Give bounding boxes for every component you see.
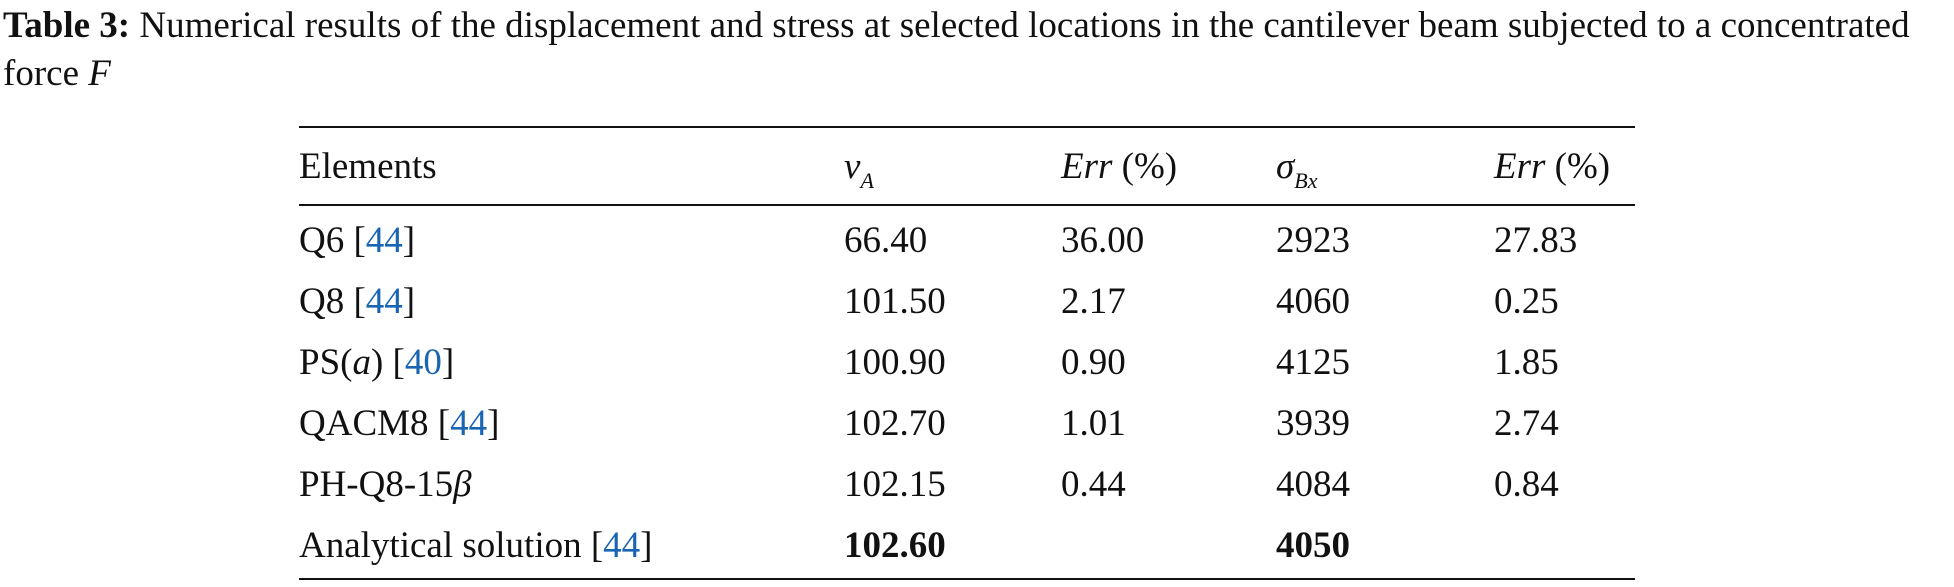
cell-err-stress: 1.85	[1494, 342, 1559, 383]
cell-err-stress	[1494, 515, 1635, 579]
cell-err-displacement: 2.17	[1061, 281, 1126, 322]
header-vA-subscript: A	[860, 167, 874, 193]
bracket-close: ]	[402, 281, 416, 322]
header-err1-unit: (%)	[1112, 145, 1178, 187]
results-table: Elements vA Err (%) σBx Err (%) Q6 [44] …	[299, 126, 1635, 580]
cell-vA: 102.15	[844, 464, 946, 505]
element-name-italic: a	[352, 342, 371, 383]
cell-err-displacement: 1.01	[1061, 403, 1126, 444]
cell-element: PS(a) [40]	[299, 332, 844, 393]
bracket-close: ]	[441, 342, 455, 383]
header-err-stress: Err (%)	[1494, 127, 1635, 205]
table-row: Analytical solution [44] 102.60 4050	[299, 515, 1635, 579]
cell-element: PH-Q8-15β	[299, 454, 844, 515]
bracket-close: ]	[402, 220, 416, 261]
header-sigma-symbol: σ	[1276, 145, 1295, 187]
header-elements: Elements	[299, 145, 437, 187]
header-vA: vA	[844, 127, 1061, 205]
cell-vA: 100.90	[844, 342, 946, 383]
element-name: Analytical solution [	[299, 525, 604, 566]
cell-sigma: 4125	[1276, 342, 1350, 383]
element-name: Q8 [	[299, 281, 366, 322]
cell-err-stress: 0.84	[1494, 464, 1559, 505]
cell-element: Analytical solution [44]	[299, 515, 844, 579]
citation-link[interactable]: 44	[603, 525, 641, 566]
table-row: Q6 [44] 66.40 36.00 2923 27.83	[299, 205, 1635, 271]
cell-element: Q6 [44]	[299, 205, 844, 271]
element-name-italic: β	[453, 464, 472, 505]
citation-link[interactable]: 44	[450, 403, 488, 444]
element-name: Q6 [	[299, 220, 366, 261]
element-name: PH-Q8-15	[299, 464, 454, 505]
cell-err-displacement: 0.44	[1061, 464, 1126, 505]
cell-vA: 102.60	[844, 525, 946, 566]
header-err1-symbol: Err	[1061, 145, 1113, 187]
cell-err-displacement	[1061, 515, 1276, 579]
cell-sigma: 4050	[1276, 525, 1350, 566]
cell-err-displacement: 36.00	[1061, 220, 1145, 261]
header-vA-symbol: v	[844, 145, 861, 187]
table-row: PH-Q8-15β 102.15 0.44 4084 0.84	[299, 454, 1635, 515]
table-row: QACM8 [44] 102.70 1.01 3939 2.74	[299, 393, 1635, 454]
cell-err-stress: 2.74	[1494, 403, 1559, 444]
caption-label: Table 3:	[3, 5, 131, 46]
cell-element: Q8 [44]	[299, 271, 844, 332]
citation-link[interactable]: 40	[404, 342, 442, 383]
citation-link[interactable]: 44	[365, 220, 403, 261]
table-row: Q8 [44] 101.50 2.17 4060 0.25	[299, 271, 1635, 332]
cell-vA: 102.70	[844, 403, 946, 444]
element-name-tail: ) [	[370, 342, 405, 383]
header-row: Elements vA Err (%) σBx Err (%)	[299, 127, 1635, 205]
table-row: PS(a) [40] 100.90 0.90 4125 1.85	[299, 332, 1635, 393]
element-name: PS(	[299, 342, 353, 383]
header-err-displacement: Err (%)	[1061, 127, 1276, 205]
cell-sigma: 2923	[1276, 220, 1350, 261]
header-err2-symbol: Err	[1494, 145, 1546, 187]
cell-sigma: 4084	[1276, 464, 1350, 505]
header-sigma: σBx	[1276, 127, 1494, 205]
caption-symbol: F	[88, 53, 111, 94]
citation-link[interactable]: 44	[365, 281, 403, 322]
bracket-close: ]	[487, 403, 500, 444]
caption-text: Numerical results of the displacement an…	[3, 5, 1910, 94]
table-caption: Table 3: Numerical results of the displa…	[3, 2, 1948, 98]
cell-sigma: 4060	[1276, 281, 1350, 322]
cell-err-displacement: 0.90	[1061, 342, 1126, 383]
element-name: QACM8 [	[299, 403, 451, 444]
cell-vA: 66.40	[844, 220, 928, 261]
header-err2-unit: (%)	[1545, 145, 1611, 187]
cell-err-stress: 0.25	[1494, 281, 1559, 322]
cell-err-stress: 27.83	[1494, 220, 1578, 261]
cell-vA: 101.50	[844, 281, 946, 322]
bracket-close: ]	[640, 525, 653, 566]
header-sigma-subscript: Bx	[1294, 167, 1318, 193]
cell-element: QACM8 [44]	[299, 393, 844, 454]
cell-sigma: 3939	[1276, 403, 1350, 444]
